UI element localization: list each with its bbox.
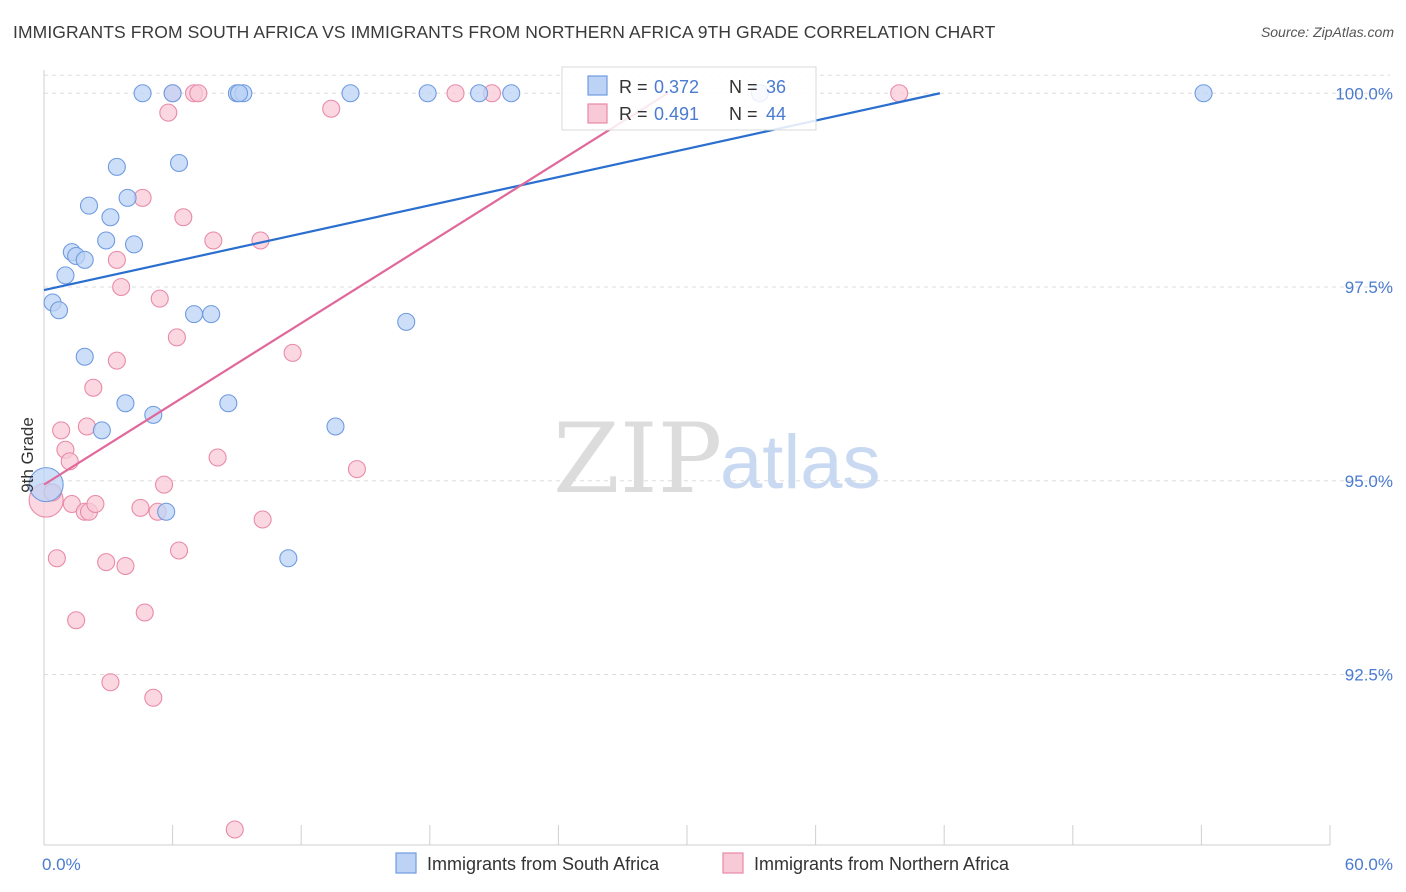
pink-data-point (283, 343, 302, 362)
r-label-pink: R = (619, 104, 648, 124)
pink-data-point (112, 277, 131, 297)
blue-data-point (157, 502, 176, 521)
pink-trend-line (43, 92, 669, 486)
blue-data-point (75, 347, 94, 366)
y-tick-label: 100.0% (1335, 84, 1393, 103)
x-tick-label-min: 0.0% (42, 855, 81, 874)
watermark-zip: ZIP (553, 403, 722, 515)
series-legend: Immigrants from South Africa Immigrants … (395, 852, 1010, 874)
pink-data-point (189, 84, 208, 103)
series-south-africa-points (28, 84, 1213, 568)
pink-data-point (154, 475, 174, 494)
blue-data-point (418, 84, 437, 103)
pink-data-point (208, 448, 227, 467)
blue-data-point (133, 84, 152, 103)
pink-data-point (150, 289, 169, 308)
blue-data-point (97, 231, 116, 250)
pink-data-point (174, 208, 193, 227)
r-label-blue: R = (619, 77, 648, 97)
blue-data-point (28, 467, 64, 503)
blue-data-point (169, 153, 189, 173)
watermark-atlas: atlas (720, 420, 881, 505)
blue-data-point (75, 250, 94, 269)
blue-data-point (92, 421, 111, 440)
legend-swatch-pink (587, 103, 608, 124)
n-value-pink: 44 (766, 104, 786, 124)
r-value-blue: 0.372 (654, 77, 699, 97)
pink-data-point (97, 553, 116, 572)
pink-data-point (347, 460, 366, 479)
blue-data-point (56, 266, 75, 285)
legend-label-south-africa: Immigrants from South Africa (427, 854, 660, 874)
n-label-blue: N = (729, 77, 758, 97)
blue-data-point (184, 305, 204, 324)
blue-data-point (279, 549, 298, 568)
pink-data-point (446, 84, 465, 103)
pink-data-point (77, 417, 96, 436)
pink-data-point (131, 498, 150, 517)
pink-data-point (107, 250, 126, 269)
blue-data-point (163, 84, 182, 103)
pink-data-point (204, 231, 223, 250)
pink-data-point (47, 549, 66, 568)
r-value-pink: 0.491 (654, 104, 699, 124)
gridlines (44, 74, 1390, 675)
pink-data-point (86, 494, 105, 514)
blue-data-point (470, 84, 489, 103)
blue-data-point (341, 84, 360, 103)
y-tick-labels: 100.0% 97.5% 95.0% 92.5% (1335, 84, 1393, 684)
pink-data-point (52, 421, 71, 440)
blue-data-point (502, 84, 521, 103)
blue-data-point (219, 394, 238, 413)
blue-data-point (118, 188, 137, 207)
pink-data-point (135, 603, 154, 622)
n-value-blue: 36 (766, 77, 786, 97)
n-label-pink: N = (729, 104, 758, 124)
blue-data-point (101, 208, 120, 227)
x-tick-labels: 0.0% 60.0% (42, 855, 1393, 874)
chart-title: IMMIGRANTS FROM SOUTH AFRICA VS IMMIGRAN… (13, 22, 996, 42)
axes (43, 70, 1331, 846)
pink-data-point (144, 688, 163, 707)
x-tick-label-max: 60.0% (1345, 855, 1393, 874)
blue-data-point (124, 235, 144, 254)
pink-data-point (159, 103, 178, 122)
pink-data-point (107, 351, 126, 370)
pink-data-point (253, 510, 272, 529)
blue-data-point (202, 305, 221, 324)
y-tick-label: 92.5% (1345, 666, 1393, 685)
pink-data-point (169, 541, 189, 560)
watermark: ZIP atlas (553, 403, 881, 515)
pink-data-point (67, 611, 86, 630)
source-note: Source: ZipAtlas.com (1260, 24, 1394, 40)
pink-data-point (167, 328, 186, 347)
blue-data-point (79, 196, 99, 215)
blue-data-point (1194, 84, 1213, 103)
blue-data-point (229, 84, 249, 103)
blue-data-point (326, 417, 345, 436)
pink-data-point (84, 378, 103, 397)
pink-data-point (133, 188, 152, 207)
blue-data-point (49, 301, 69, 320)
legend-swatch-blue (587, 75, 608, 96)
blue-data-point (116, 394, 135, 413)
blue-data-point (397, 312, 416, 331)
y-axis-label: 9th Grade (18, 417, 37, 493)
y-tick-label: 95.0% (1345, 472, 1393, 491)
y-tick-label: 97.5% (1345, 278, 1393, 297)
stats-legend-box: R = 0.372 N = 36 R = 0.491 N = 44 (561, 66, 817, 131)
legend-key-pink (722, 852, 744, 874)
pink-data-point (322, 99, 341, 118)
pink-data-point (101, 673, 120, 692)
pink-data-point (225, 820, 244, 839)
pink-data-point (116, 556, 135, 576)
legend-key-blue (395, 852, 417, 874)
blue-data-point (107, 157, 126, 176)
legend-label-northern-africa: Immigrants from Northern Africa (754, 854, 1010, 874)
pink-data-point (890, 84, 909, 103)
